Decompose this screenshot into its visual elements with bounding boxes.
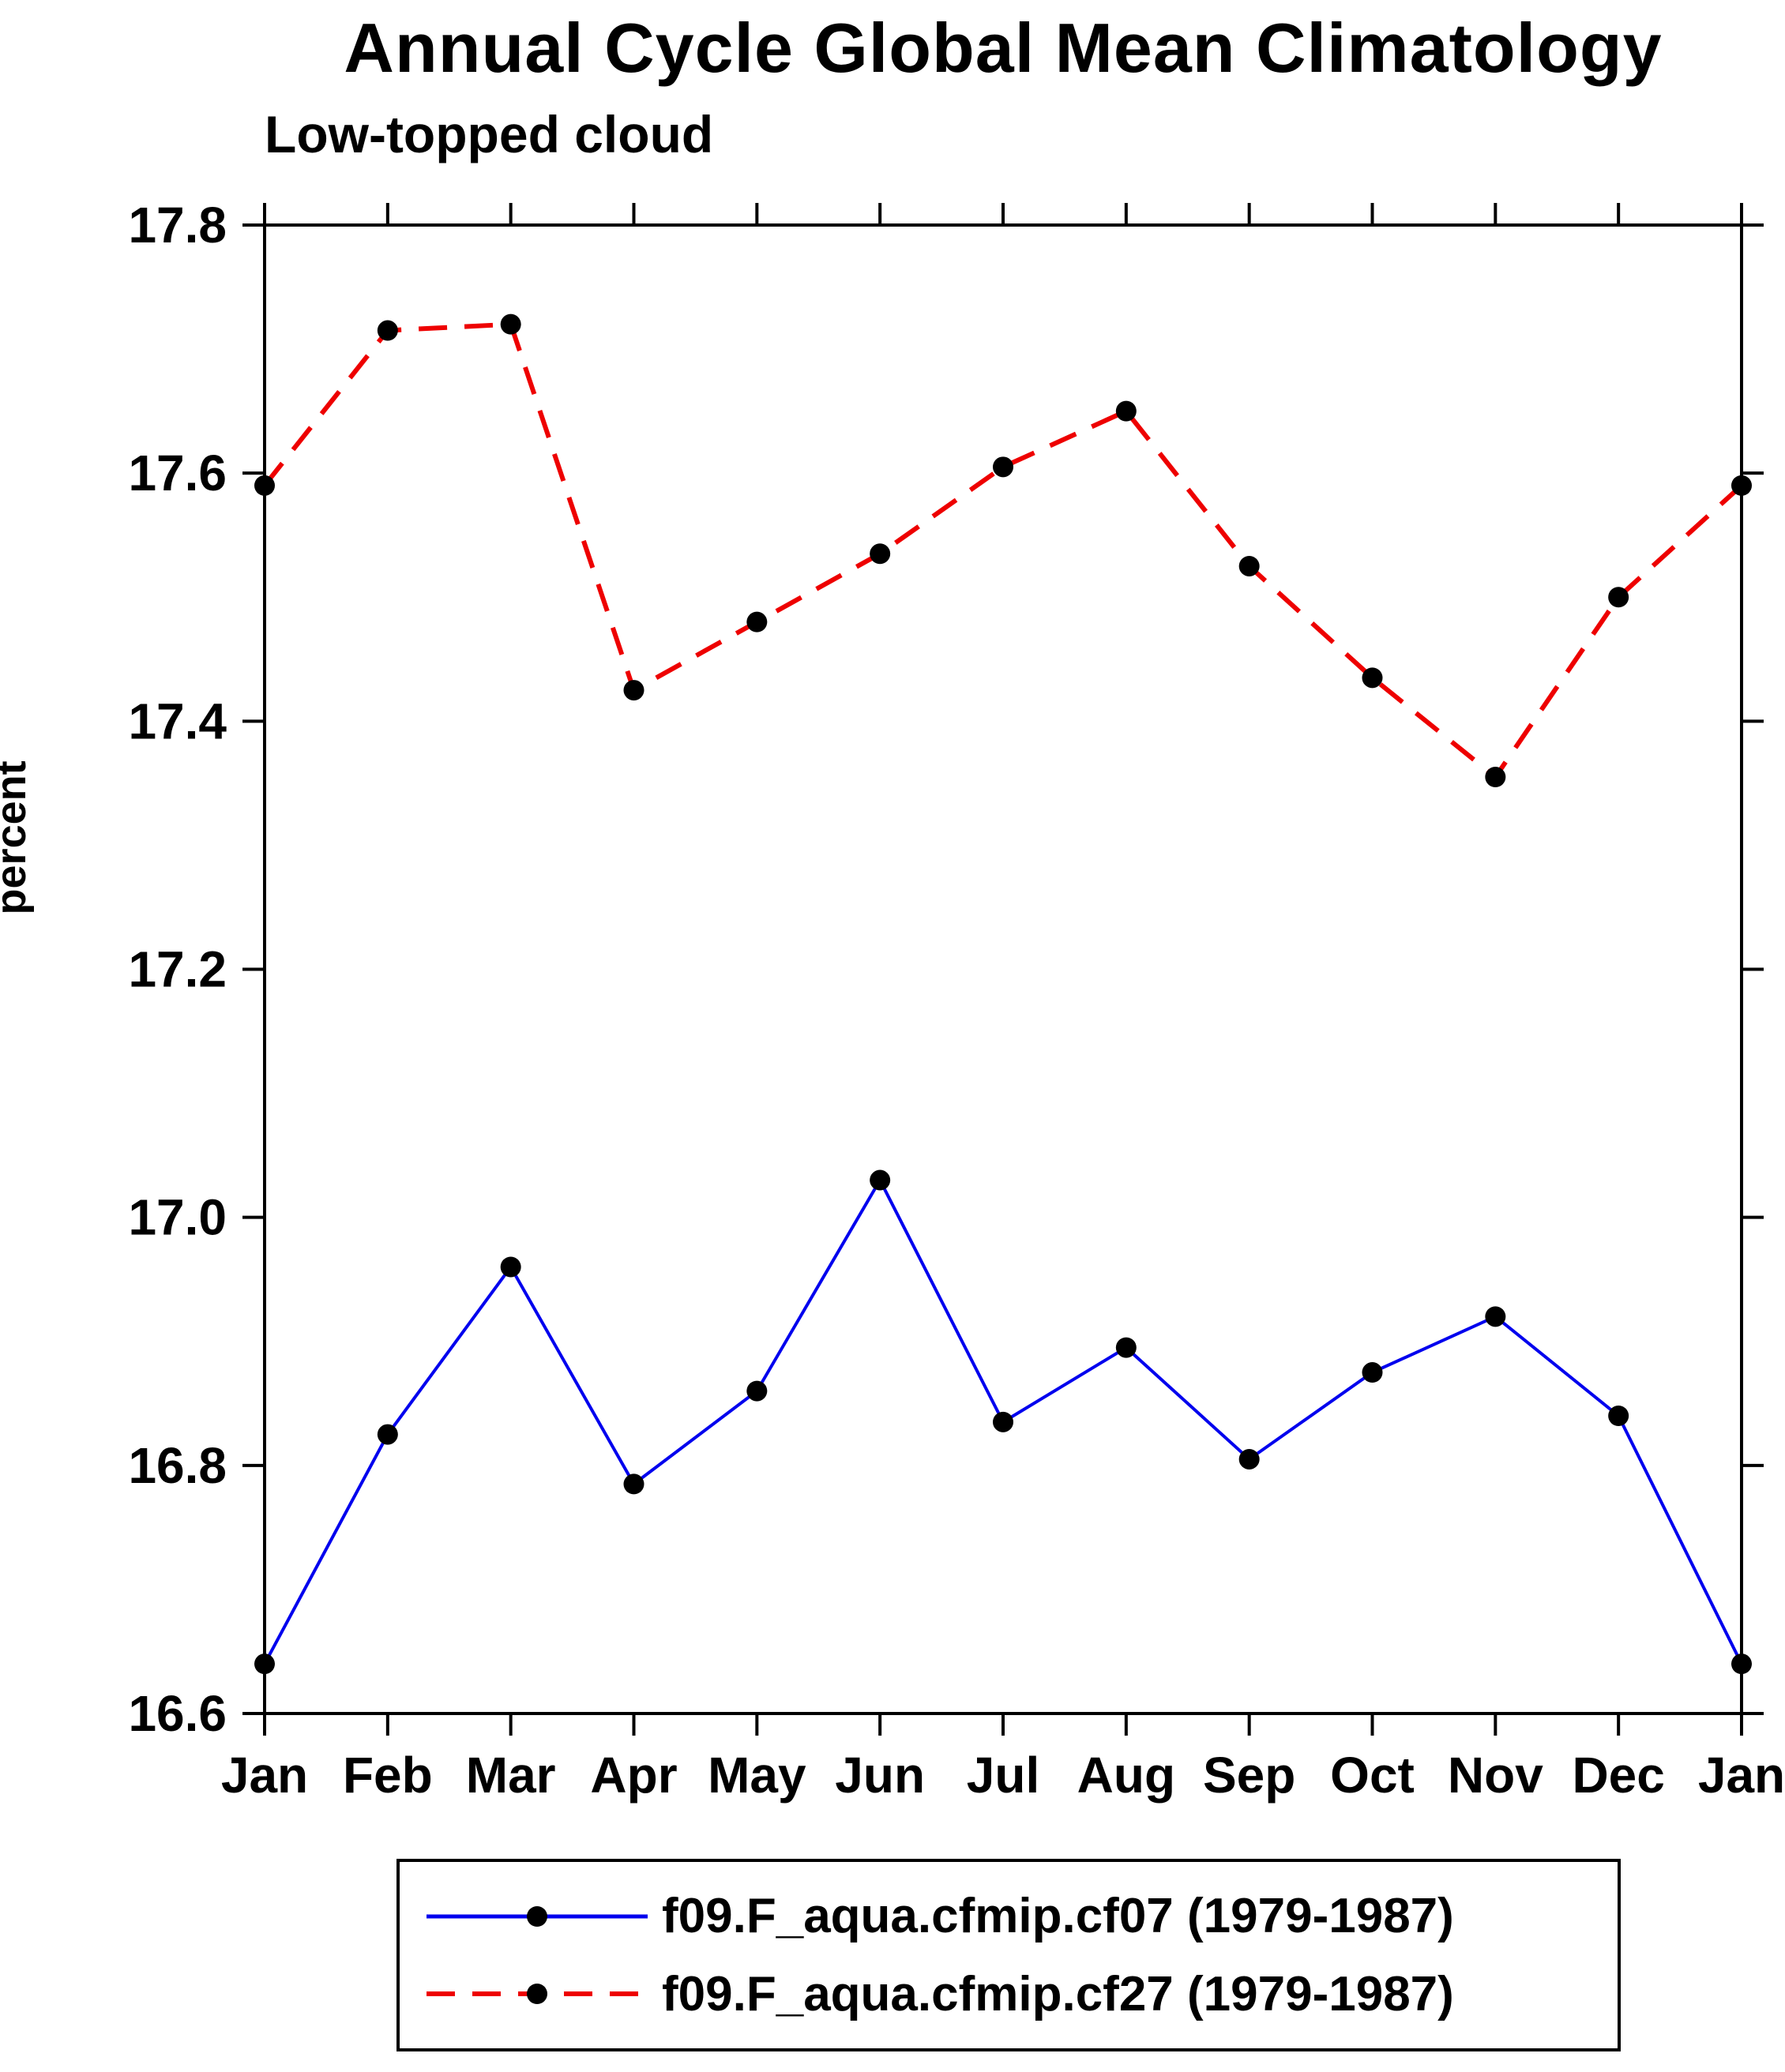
x-tick-label: May	[708, 1747, 806, 1804]
series-1-marker	[993, 456, 1013, 478]
legend-line-sample-cf07	[427, 1905, 648, 1927]
legend-label-cf27: f09.F_aqua.cfmip.cf27 (1979-1987)	[662, 1966, 1454, 2021]
series-0-marker	[870, 1169, 891, 1191]
legend-marker-cf27	[527, 1984, 547, 2005]
y-tick-label: 17.0	[128, 1189, 227, 1246]
legend: f09.F_aqua.cfmip.cf07 (1979-1987) f09.F_…	[396, 1859, 1621, 2051]
y-tick-label: 17.6	[128, 445, 227, 501]
legend-label-cf07: f09.F_aqua.cfmip.cf07 (1979-1987)	[662, 1889, 1454, 1944]
series-1-marker	[1731, 475, 1752, 496]
series-0-marker	[254, 1653, 275, 1675]
series-1-marker	[1608, 587, 1629, 608]
series-1-marker	[500, 313, 521, 335]
legend-line-sample-cf27	[427, 1984, 648, 2005]
series-1-marker	[1238, 555, 1260, 576]
x-tick-label: Dec	[1572, 1747, 1664, 1804]
x-tick-label: Nov	[1448, 1747, 1543, 1804]
x-tick-label: Sep	[1203, 1747, 1295, 1804]
series-0-marker	[746, 1380, 768, 1402]
series-0-marker	[1608, 1406, 1629, 1426]
series-0-marker	[623, 1473, 644, 1495]
legend-item-cf27: f09.F_aqua.cfmip.cf27 (1979-1987)	[400, 1966, 1618, 2022]
x-tick-label: Apr	[590, 1747, 677, 1804]
series-1-marker	[1485, 767, 1506, 788]
chart-subtitle: Low-topped cloud	[265, 105, 714, 163]
series-0-marker	[1115, 1337, 1137, 1358]
x-tick-label: Mar	[466, 1747, 556, 1804]
series-line-1	[262, 321, 1744, 781]
series-1-marker	[1362, 667, 1383, 689]
plot-frame	[263, 223, 1743, 1715]
x-tick-label: Feb	[343, 1747, 433, 1804]
series-1-marker	[746, 611, 768, 632]
x-tick-label: Jan	[1698, 1747, 1785, 1804]
x-tick-label: Jun	[835, 1747, 925, 1804]
series-0-marker	[1731, 1653, 1752, 1675]
series-0-marker	[377, 1424, 398, 1445]
chart-title: Annual Cycle Global Mean Climatology	[344, 9, 1663, 87]
series-1-marker	[377, 320, 398, 341]
y-tick-label: 17.2	[128, 941, 227, 998]
y-tick-label: 16.6	[128, 1685, 227, 1742]
series-0-marker	[500, 1256, 521, 1278]
x-tick-label: Jul	[967, 1747, 1039, 1804]
series-0-marker	[1362, 1362, 1383, 1383]
x-tick-label: Aug	[1077, 1747, 1175, 1804]
x-tick-label: Oct	[1330, 1747, 1415, 1804]
series-0-marker	[1485, 1306, 1506, 1327]
x-tick-label: Jan	[221, 1747, 308, 1804]
legend-item-cf07: f09.F_aqua.cfmip.cf07 (1979-1987)	[400, 1888, 1618, 1944]
series-1-marker	[623, 680, 644, 701]
legend-marker-cf07	[527, 1905, 547, 1927]
y-tick-label: 17.8	[128, 197, 227, 253]
series-0-marker	[993, 1411, 1013, 1432]
series-1-marker	[254, 475, 275, 496]
y-tick-label: 17.4	[128, 693, 227, 749]
series-1-marker	[1115, 400, 1137, 422]
y-tick-label: 16.8	[128, 1437, 227, 1494]
plot-area: Jan Feb Mar Apr May Jun Jul Aug Sep Oct Nov Dec Jan1…	[128, 197, 1785, 1804]
series-1-marker	[870, 543, 891, 565]
series-0-marker	[1238, 1448, 1260, 1470]
